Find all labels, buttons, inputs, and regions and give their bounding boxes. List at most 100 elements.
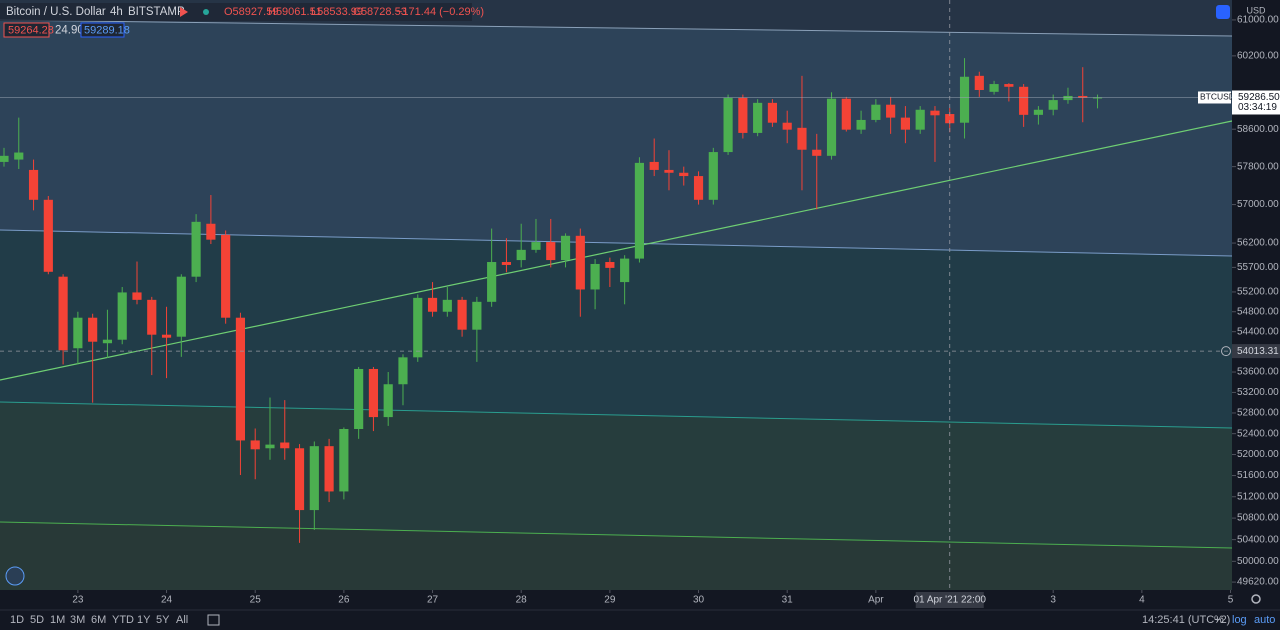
channel-line xyxy=(0,401,1233,429)
candle-body xyxy=(398,357,408,385)
range-button[interactable]: YTD xyxy=(112,614,134,626)
candle-body xyxy=(915,109,925,130)
date-range-icon[interactable] xyxy=(207,614,220,626)
candle-body xyxy=(531,242,541,250)
x-tick-label: 31 xyxy=(782,595,794,606)
y-tick-label: 57800.00 xyxy=(1237,161,1279,172)
y-tick-label: 52800.00 xyxy=(1237,408,1279,419)
x-tick-label: 4 xyxy=(1139,595,1145,606)
clock: 14:25:41 (UTC+2) xyxy=(1142,614,1230,626)
bid-box[interactable] xyxy=(3,22,50,38)
y-tick-label: 57000.00 xyxy=(1237,199,1279,210)
candle-body xyxy=(620,258,630,283)
candle-body xyxy=(1048,100,1058,110)
candle-body xyxy=(708,152,718,200)
candle-body xyxy=(1004,84,1014,87)
candle-body xyxy=(841,98,851,130)
spread: 24.90 xyxy=(55,25,84,37)
x-tick-label: 30 xyxy=(693,595,705,606)
percent-toggle[interactable]: % xyxy=(1214,614,1224,626)
log-toggle[interactable]: log xyxy=(1232,614,1247,626)
channel-line xyxy=(0,19,1233,37)
range-button[interactable]: 1M xyxy=(50,614,65,626)
x-tick-label: Apr xyxy=(868,595,884,606)
symbol-tag: BTCUSD xyxy=(1200,92,1235,102)
range-button[interactable]: 3M xyxy=(70,614,85,626)
candle-body xyxy=(383,384,393,418)
candle-body xyxy=(191,221,201,277)
ohlc-open: O58927.59 xyxy=(224,6,278,18)
last-price-label: 59286.50 xyxy=(1238,92,1280,103)
candle-body xyxy=(339,428,349,492)
y-tick-label: 50400.00 xyxy=(1237,534,1279,545)
candle-body xyxy=(28,169,39,200)
channel-line xyxy=(0,229,1233,257)
candle-body xyxy=(235,317,246,441)
crosshair-time-label: 01 Apr '21 22:00 xyxy=(913,595,986,606)
candle-body xyxy=(265,444,275,449)
candle-body xyxy=(161,334,172,338)
x-tick-label: 24 xyxy=(161,595,173,606)
candle-body xyxy=(0,155,9,162)
crosshair-price-label: 54013.31 xyxy=(1237,346,1279,357)
range-button[interactable]: 5Y xyxy=(156,614,170,626)
x-tick-label: 29 xyxy=(604,595,616,606)
candle-body xyxy=(354,368,364,429)
channel-fill xyxy=(0,20,1232,256)
bid: 59264.28 xyxy=(8,24,54,36)
candle-body xyxy=(427,297,438,312)
countdown: 03:34:19 xyxy=(1238,102,1277,113)
x-tick-label: 23 xyxy=(72,595,84,606)
candle-body xyxy=(797,127,807,150)
y-tick-label: 50000.00 xyxy=(1237,556,1279,567)
candle-body xyxy=(368,368,379,418)
candle-body xyxy=(560,235,571,261)
candle-body xyxy=(900,117,910,130)
candle-body xyxy=(679,172,689,177)
candle-body xyxy=(280,442,290,449)
y-tick-label: 51600.00 xyxy=(1237,470,1279,481)
add-alert-icon[interactable] xyxy=(1221,346,1231,357)
y-tick-label: 55700.00 xyxy=(1237,262,1279,273)
range-button[interactable]: 5D xyxy=(30,614,44,626)
range-button[interactable]: 1Y xyxy=(137,614,151,626)
range-button[interactable]: 6M xyxy=(91,614,106,626)
candle-body xyxy=(723,97,733,153)
symbol-title: Bitcoin / U.S. Dollar xyxy=(6,6,106,18)
candle-body xyxy=(88,317,98,342)
ask-box[interactable] xyxy=(80,22,125,38)
x-tick-label: 3 xyxy=(1050,595,1056,606)
candle-body xyxy=(664,169,674,173)
settings-icon[interactable] xyxy=(1251,594,1261,604)
candle-body xyxy=(147,299,157,335)
candle-body xyxy=(812,149,822,156)
candle-body xyxy=(102,339,113,344)
y-tick-label: 51200.00 xyxy=(1237,491,1279,502)
y-tick-label: 52000.00 xyxy=(1237,449,1279,460)
candle-body xyxy=(959,76,970,123)
x-tick-label: 25 xyxy=(250,595,262,606)
channel-fill xyxy=(0,402,1232,548)
crosshair-price-bg xyxy=(1232,344,1280,359)
candle-body xyxy=(605,262,615,268)
candle-body xyxy=(413,297,423,358)
symbol-tag-bg xyxy=(1198,91,1231,104)
y-tick-label: 54800.00 xyxy=(1237,306,1279,317)
auto-toggle[interactable]: auto xyxy=(1254,614,1275,626)
candle-body xyxy=(767,102,778,123)
candle-body xyxy=(73,317,83,349)
candle-body xyxy=(856,119,866,130)
candle-body xyxy=(1033,109,1043,115)
y-tick-label: 61000.00 xyxy=(1237,15,1279,26)
y-tick-label: 49620.00 xyxy=(1237,577,1279,588)
x-tick-label: 28 xyxy=(516,595,528,606)
logo[interactable] xyxy=(5,566,25,586)
range-button[interactable]: 1D xyxy=(10,614,24,626)
candle-body xyxy=(176,276,186,337)
crosshair-time-bg xyxy=(915,592,984,608)
range-button[interactable]: All xyxy=(176,614,188,626)
status-dot xyxy=(203,9,209,15)
scale-button[interactable] xyxy=(1216,5,1230,19)
